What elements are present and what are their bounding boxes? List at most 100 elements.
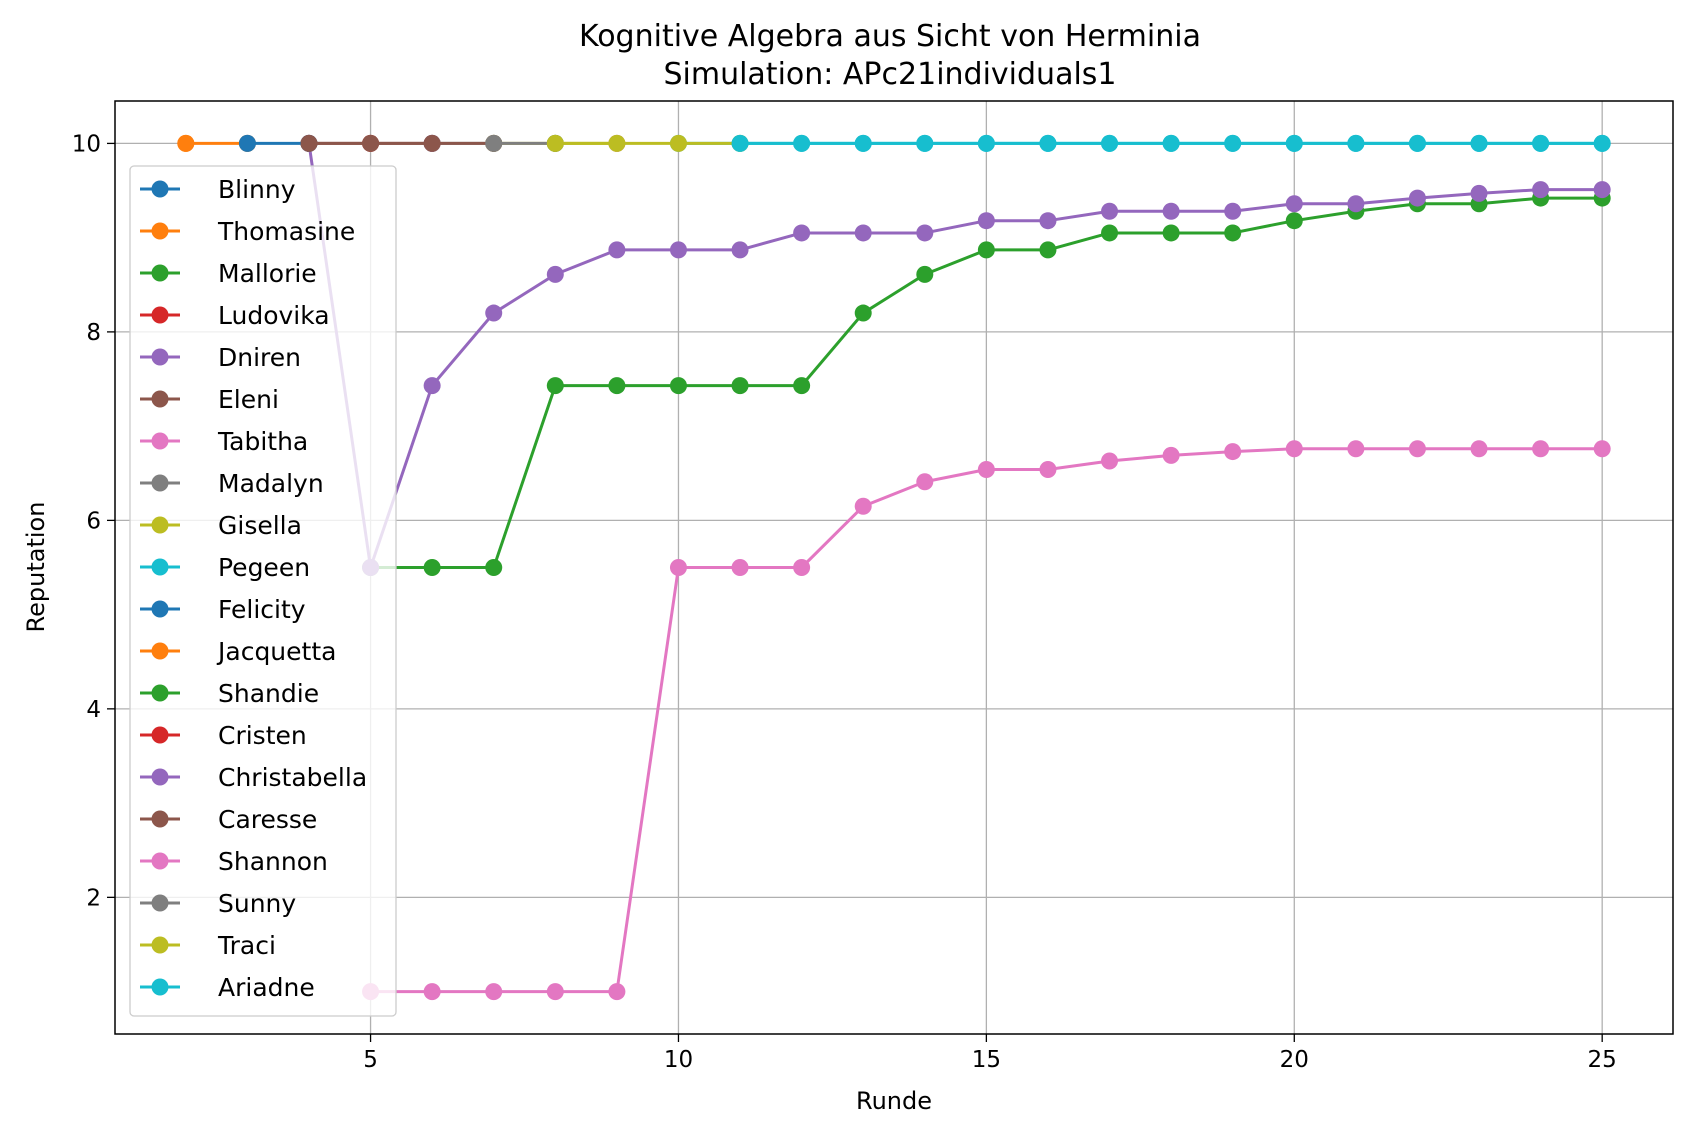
- data-point: [793, 377, 811, 395]
- data-point: [1162, 446, 1180, 464]
- data-point: [1532, 181, 1550, 199]
- legend-item: Sunny: [140, 889, 296, 918]
- data-point: [854, 304, 872, 322]
- legend-label: Madalyn: [218, 469, 324, 498]
- data-point: [300, 134, 318, 152]
- data-point: [669, 559, 687, 576]
- legend-item: Tabitha: [140, 427, 308, 456]
- legend-label: Felicity: [218, 595, 306, 624]
- legend-swatch-marker: [151, 642, 169, 660]
- data-point: [977, 241, 995, 259]
- legend-label: Ludovika: [218, 301, 330, 330]
- data-point: [362, 134, 380, 152]
- legend-item: Cristen: [140, 721, 307, 750]
- data-point: [854, 497, 872, 515]
- x-tick-label: 25: [1588, 1047, 1617, 1073]
- legend-label: Traci: [217, 931, 276, 960]
- data-point: [1101, 134, 1119, 152]
- data-point: [1470, 184, 1488, 202]
- data-point: [1408, 440, 1426, 458]
- y-tick-label: 10: [72, 131, 101, 157]
- data-point: [977, 134, 995, 152]
- data-point: [485, 559, 503, 576]
- data-point: [731, 377, 749, 395]
- data-point: [669, 377, 687, 395]
- data-point: [485, 304, 503, 322]
- legend-swatch-marker: [151, 516, 169, 534]
- x-tick-label: 10: [664, 1047, 693, 1073]
- legend-swatch-marker: [151, 390, 169, 408]
- legend-swatch-marker: [151, 894, 169, 912]
- legend-item: Jacquetta: [140, 637, 336, 666]
- legend-label: Dniren: [218, 343, 301, 372]
- legend-label: Blinny: [218, 175, 296, 204]
- x-axis-label: Runde: [856, 1087, 932, 1115]
- data-point: [546, 134, 564, 152]
- data-point: [1532, 440, 1550, 458]
- data-point: [731, 134, 749, 152]
- legend-swatch-marker: [151, 432, 169, 450]
- data-point: [793, 224, 811, 242]
- data-point: [669, 134, 687, 152]
- legend-item: Gisella: [140, 511, 302, 540]
- legend-label: Sunny: [218, 889, 296, 918]
- legend-item: Pegeen: [140, 553, 310, 582]
- data-point: [1593, 440, 1611, 458]
- series-lines: [177, 134, 1611, 1001]
- data-point: [669, 241, 687, 259]
- x-tick-label: 5: [363, 1047, 378, 1073]
- legend-item: Dniren: [140, 343, 301, 372]
- legend-swatch-marker: [151, 180, 169, 198]
- data-point: [485, 134, 503, 152]
- data-point: [1408, 134, 1426, 152]
- data-point: [1347, 440, 1365, 458]
- data-point: [1593, 134, 1611, 152]
- legend-label: Pegeen: [218, 553, 310, 582]
- legend-item: Blinny: [140, 175, 296, 204]
- legend-item: Thomasine: [140, 217, 355, 246]
- legend-swatch-marker: [151, 684, 169, 702]
- legend-item: Shandie: [140, 679, 319, 708]
- legend-item: Shannon: [140, 847, 328, 876]
- data-point: [1039, 212, 1057, 230]
- legend-swatch-marker: [151, 726, 169, 744]
- data-point: [546, 983, 564, 1001]
- data-point: [1224, 443, 1242, 461]
- data-point: [1162, 202, 1180, 220]
- chart-subtitle: Simulation: APc21individuals1: [663, 57, 1116, 92]
- data-point: [1408, 189, 1426, 207]
- title-block: Kognitive Algebra aus Sicht von Herminia…: [579, 19, 1201, 92]
- data-point: [1285, 212, 1303, 230]
- x-tick-label: 20: [1280, 1047, 1309, 1073]
- legend-swatch-marker: [151, 474, 169, 492]
- data-point: [1162, 224, 1180, 242]
- data-point: [731, 241, 749, 259]
- data-point: [423, 134, 441, 152]
- data-point: [793, 559, 811, 576]
- legend-swatch-marker: [151, 558, 169, 576]
- legend-swatch-marker: [151, 222, 169, 240]
- data-point: [423, 559, 441, 576]
- series-line: [307, 143, 1603, 569]
- plot-frame: [114, 100, 1674, 1035]
- data-point: [1039, 241, 1057, 259]
- data-point: [916, 134, 934, 152]
- legend-label: Christabella: [218, 763, 367, 792]
- series-caresse: [300, 134, 503, 152]
- legend-swatch-marker: [151, 936, 169, 954]
- legend-label: Shannon: [218, 847, 328, 876]
- legend-swatch-marker: [151, 852, 169, 870]
- data-point: [1285, 195, 1303, 213]
- y-tick-label: 8: [86, 320, 101, 346]
- legend-label: Ariadne: [218, 973, 315, 1002]
- data-point: [1162, 134, 1180, 152]
- chart-title: Kognitive Algebra aus Sicht von Herminia: [579, 19, 1201, 54]
- legend-item: Eleni: [140, 385, 279, 414]
- legend-swatch-marker: [151, 978, 169, 996]
- series-dniren: [300, 134, 1611, 576]
- legend-swatch-marker: [151, 768, 169, 786]
- data-point: [546, 265, 564, 283]
- legend-label: Shandie: [218, 679, 319, 708]
- legend-label: Thomasine: [217, 217, 355, 246]
- data-point: [1285, 440, 1303, 458]
